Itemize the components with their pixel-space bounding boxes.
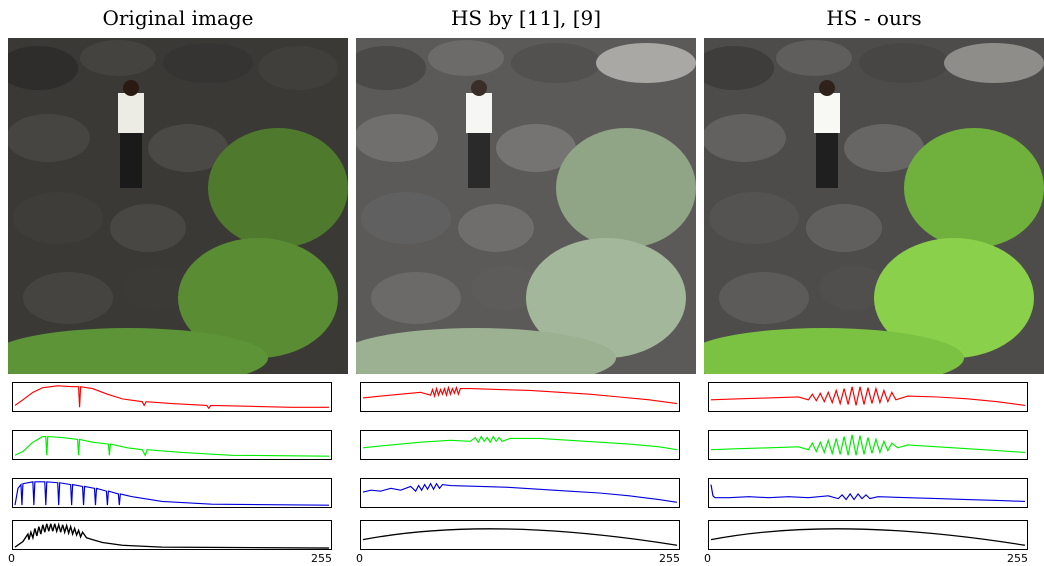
photo-original bbox=[8, 38, 348, 374]
histogram-green bbox=[12, 430, 332, 460]
panel-title: HS - ours bbox=[826, 6, 922, 30]
histogram-green-line bbox=[710, 434, 1026, 456]
histogram-gray-line bbox=[14, 522, 330, 549]
histogram-gray-line bbox=[362, 528, 678, 546]
panel-title: Original image bbox=[102, 6, 254, 30]
photo-hs-baseline bbox=[356, 38, 696, 374]
histogram-green-line bbox=[362, 435, 678, 451]
histogram-green bbox=[708, 430, 1028, 460]
histogram-gray bbox=[708, 520, 1028, 550]
histogram-gray bbox=[12, 520, 332, 550]
x-tick-max: 255 bbox=[311, 552, 332, 565]
panel-original: Original image 0 bbox=[8, 0, 348, 566]
histogram-gray-line bbox=[710, 528, 1026, 546]
photo-hs-ours bbox=[704, 38, 1044, 374]
histogram-blue-line bbox=[14, 481, 330, 506]
histogram-gray bbox=[360, 520, 680, 550]
histogram-red-line bbox=[14, 385, 330, 410]
histogram-green-line bbox=[14, 436, 330, 457]
x-tick-min: 0 bbox=[356, 552, 363, 565]
histogram-green bbox=[360, 430, 680, 460]
histogram-blue-line bbox=[362, 482, 678, 503]
histogram-red bbox=[360, 382, 680, 412]
x-tick-max: 255 bbox=[1007, 552, 1028, 565]
histogram-red bbox=[708, 382, 1028, 412]
histogram-red-line bbox=[362, 385, 678, 405]
histogram-red bbox=[12, 382, 332, 412]
x-tick-max: 255 bbox=[659, 552, 680, 565]
histogram-blue-line bbox=[710, 484, 1026, 502]
panel-hs-ours: HS - ours 0 255 bbox=[704, 0, 1044, 566]
panel-title: HS by [11], [9] bbox=[450, 6, 602, 30]
histogram-blue bbox=[708, 478, 1028, 508]
histogram-red-line bbox=[710, 386, 1026, 406]
panel-hs-baseline: HS by [11], [9] 0 bbox=[356, 0, 696, 566]
x-tick-min: 0 bbox=[704, 552, 711, 565]
x-tick-min: 0 bbox=[8, 552, 15, 565]
histogram-blue bbox=[12, 478, 332, 508]
histogram-blue bbox=[360, 478, 680, 508]
